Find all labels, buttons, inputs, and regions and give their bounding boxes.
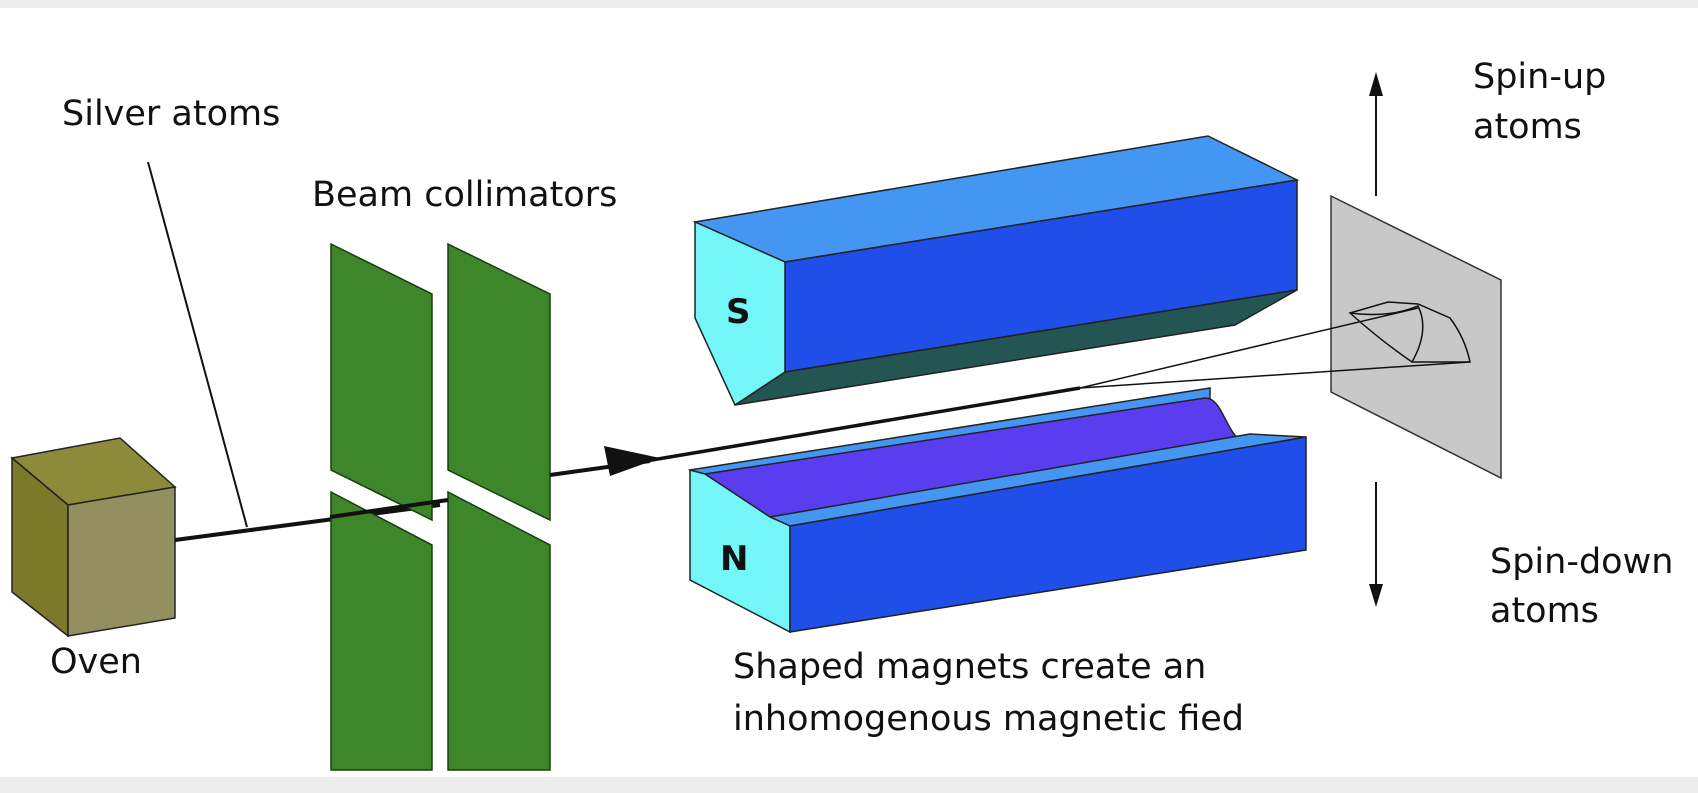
beam-arrowhead: [604, 446, 660, 476]
south-pole-label: S: [726, 292, 751, 332]
spin-up-label-line2: atoms: [1473, 107, 1582, 147]
magnets-caption-line2: inhomogenous magnetic fied: [733, 699, 1244, 739]
collimator-1-upper: [330, 242, 433, 522]
spin-down-label-line1: Spin-down: [1490, 542, 1673, 582]
spin-down-arrowhead: [1369, 584, 1383, 607]
beam-collimators-label: Beam collimators: [312, 175, 617, 215]
silver-atoms-leader-line: [147, 161, 248, 528]
collimator-2-upper: [447, 242, 551, 522]
oven-front-face: [67, 486, 176, 637]
collimator-2-lower: [447, 490, 551, 771]
atom-beam-through-collimators: [329, 498, 449, 519]
atom-beam-initial: [174, 503, 441, 542]
oven-label: Oven: [50, 642, 142, 682]
spin-down-label-line2: atoms: [1490, 591, 1599, 631]
south-magnet-end-face: [694, 220, 786, 407]
collimator-1-lower: [330, 490, 433, 771]
deposition-pattern-outer: [1348, 301, 1471, 363]
atom-beam-between-magnets: [639, 386, 1081, 464]
silver-atoms-label: Silver atoms: [62, 94, 280, 134]
beam-collimators: [330, 242, 551, 771]
spin-up-label-line1: Spin-up: [1473, 57, 1606, 97]
detector-screen: [1330, 194, 1502, 480]
magnets-caption-line1: Shaped magnets create an: [733, 647, 1206, 687]
deposition-pattern-inner: [1349, 305, 1424, 363]
spin-down-beam-path: [1079, 361, 1471, 389]
north-magnet-front-face: [789, 436, 1307, 633]
south-magnet: S: [692, 135, 1300, 407]
spin-down-arrow: [1369, 482, 1383, 607]
spin-up-beam-path: [1079, 307, 1419, 389]
oven: [10, 437, 177, 638]
north-pole-label: N: [720, 539, 748, 579]
north-magnet: N: [687, 387, 1307, 634]
spin-up-arrowhead: [1369, 72, 1383, 96]
spin-up-arrow: [1369, 72, 1383, 196]
